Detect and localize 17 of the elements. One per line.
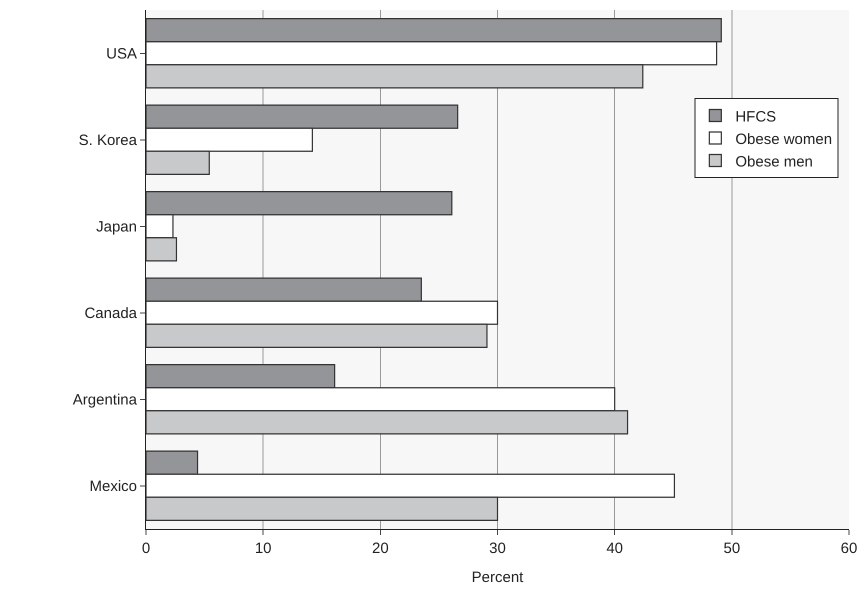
y-tick-label: USA	[106, 46, 137, 62]
y-tick-label: Mexico	[89, 478, 137, 495]
legend-label: HFCS	[735, 108, 776, 126]
x-tick-label: 60	[840, 540, 858, 557]
y-tick-label: Canada	[84, 305, 138, 322]
y-tick-label: S. Korea	[78, 132, 138, 149]
x-tick-label: 50	[723, 540, 740, 557]
legend-label: Obese men	[735, 153, 813, 170]
x-tick-label: 30	[489, 540, 506, 557]
y-tick-label: Japan	[96, 218, 137, 236]
x-tick-label: 0	[142, 540, 150, 557]
legend-label: Obese women	[735, 130, 832, 148]
x-axis-title: Percent	[472, 569, 524, 586]
x-tick-label: 10	[254, 540, 272, 557]
x-tick-label: 20	[372, 540, 389, 557]
x-tick-label: 40	[606, 540, 624, 557]
y-tick-label: Argentina	[72, 392, 138, 408]
